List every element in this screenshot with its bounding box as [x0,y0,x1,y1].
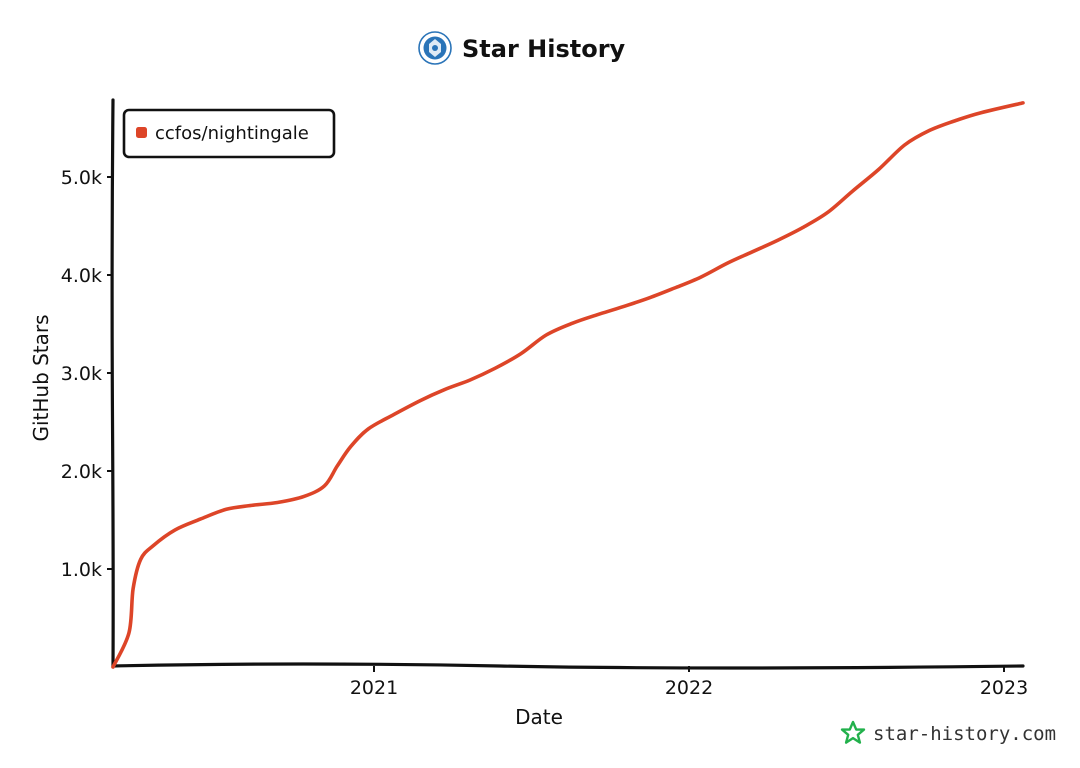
legend-label: ccfos/nightingale [155,123,309,144]
watermark-text: star-history.com [873,723,1056,745]
y-tick: 2.0k [61,461,113,483]
x-axis-line [111,662,1025,670]
series-line-ccfos-nightingale [111,101,1025,669]
y-tick-label: 2.0k [61,461,102,483]
y-axis-line [110,98,115,669]
y-tick: 1.0k [61,559,113,581]
y-tick-label: 3.0k [61,363,102,385]
x-axis-label: Date [515,705,563,729]
y-tick: 5.0k [61,167,113,189]
x-ticks: 2021 2022 2023 [350,666,1028,699]
x-tick: 2021 [350,666,398,699]
y-tick-label: 4.0k [61,265,102,287]
x-tick: 2022 [665,666,713,699]
chart-title: Star History [462,35,626,63]
x-tick: 2023 [980,666,1028,699]
y-tick: 4.0k [61,265,113,287]
legend[interactable]: ccfos/nightingale [122,108,336,159]
watermark[interactable]: star-history.com [840,720,1056,745]
legend-swatch [136,127,147,138]
ccf-logo-icon [418,31,452,65]
y-ticks: 1.0k 2.0k 3.0k 4.0k 5.0k [61,167,113,581]
chart-header: Star History [418,31,626,65]
axes [110,98,1025,670]
y-axis-label: GitHub Stars [29,314,53,441]
x-tick-label: 2022 [665,677,713,699]
y-tick: 3.0k [61,363,113,385]
x-tick-label: 2023 [980,677,1028,699]
star-outline-icon [840,720,866,744]
y-tick-label: 5.0k [61,167,102,189]
legend-box [122,108,336,159]
y-tick-label: 1.0k [61,559,102,581]
x-tick-label: 2021 [350,677,398,699]
